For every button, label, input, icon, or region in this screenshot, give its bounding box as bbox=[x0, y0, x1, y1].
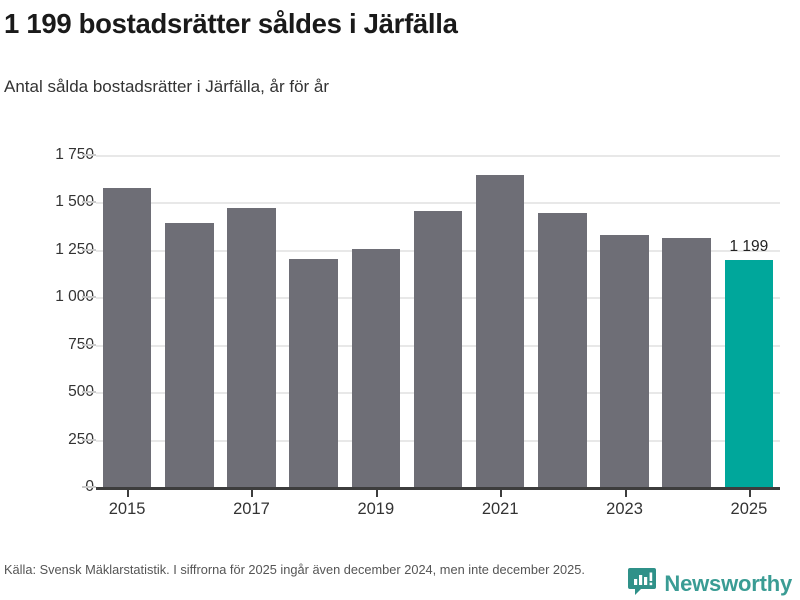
y-axis-tick-mark bbox=[82, 296, 96, 299]
gridline bbox=[96, 202, 780, 205]
x-axis-tick-label-2019: 2019 bbox=[357, 500, 395, 518]
y-axis-tick-label: 1 750 bbox=[55, 146, 94, 163]
y-axis-tick-mark bbox=[82, 486, 96, 488]
y-axis-tick-label: 500 bbox=[68, 383, 94, 401]
bar-2015[interactable] bbox=[102, 188, 152, 487]
x-axis-tick-label-2021: 2021 bbox=[481, 500, 519, 518]
newsworthy-bar-chart-bubble-icon bbox=[627, 566, 657, 600]
y-axis-tick-mark bbox=[82, 343, 96, 346]
x-axis-tick-mark bbox=[127, 490, 130, 497]
y-axis-tick-label: 1 250 bbox=[55, 240, 94, 258]
bar-2018[interactable] bbox=[289, 259, 338, 487]
bar-2025[interactable] bbox=[724, 259, 774, 487]
x-axis-tick-mark bbox=[500, 490, 503, 497]
bar-2021[interactable] bbox=[475, 174, 525, 487]
x-axis-tick-label-2017: 2017 bbox=[233, 500, 270, 518]
bar-2019[interactable] bbox=[351, 248, 401, 487]
x-axis-line bbox=[96, 487, 780, 490]
brand-name: Newsworthy bbox=[664, 570, 792, 596]
y-axis-tick-mark bbox=[82, 391, 96, 394]
x-axis-tick-mark bbox=[375, 490, 378, 497]
x-axis-tick-mark bbox=[251, 490, 254, 497]
bar-value-label-2025: 1 199 bbox=[729, 237, 769, 255]
bar-2017[interactable] bbox=[227, 208, 276, 487]
brand-logo: Newsworthy bbox=[627, 566, 792, 600]
y-axis-tick-mark bbox=[82, 438, 96, 441]
x-axis-tick-label-2023: 2023 bbox=[606, 500, 643, 518]
gridline bbox=[96, 155, 780, 157]
chart-subtitle: Antal sålda bostadsrätter i Järfälla, år… bbox=[4, 77, 330, 96]
source-note: Källa: Svensk Mäklarstatistik. I siffror… bbox=[4, 562, 585, 577]
bar-2024[interactable] bbox=[662, 238, 711, 487]
bar-2020[interactable] bbox=[413, 210, 463, 487]
x-axis-tick-label-2025: 2025 bbox=[730, 500, 768, 518]
x-axis-tick-label-2015: 2015 bbox=[108, 500, 146, 518]
y-axis-tick-mark bbox=[82, 201, 96, 204]
y-axis-tick-label: 1 000 bbox=[55, 288, 94, 306]
bar-2023[interactable] bbox=[600, 234, 649, 487]
y-axis-tick-label: 250 bbox=[68, 430, 94, 448]
y-axis-tick-label: 0 bbox=[4, 478, 94, 496]
y-axis-tick-mark bbox=[82, 154, 96, 156]
bars-layer bbox=[96, 155, 780, 487]
y-axis-tick-mark bbox=[82, 248, 96, 251]
bar-2016[interactable] bbox=[165, 223, 214, 487]
page-title: 1 199 bostadsrätter såldes i Järfälla bbox=[4, 8, 458, 39]
y-axis-tick-label: 750 bbox=[68, 335, 94, 353]
x-axis-tick-mark bbox=[748, 490, 751, 497]
bar-2022[interactable] bbox=[538, 212, 587, 487]
x-axis-tick-mark bbox=[624, 490, 627, 497]
y-axis-tick-label: 1 500 bbox=[55, 193, 94, 211]
bar-chart: 0 250 500 750 1 000 1 250 1 500 1 750 2015 2017 2… bbox=[0, 140, 800, 540]
